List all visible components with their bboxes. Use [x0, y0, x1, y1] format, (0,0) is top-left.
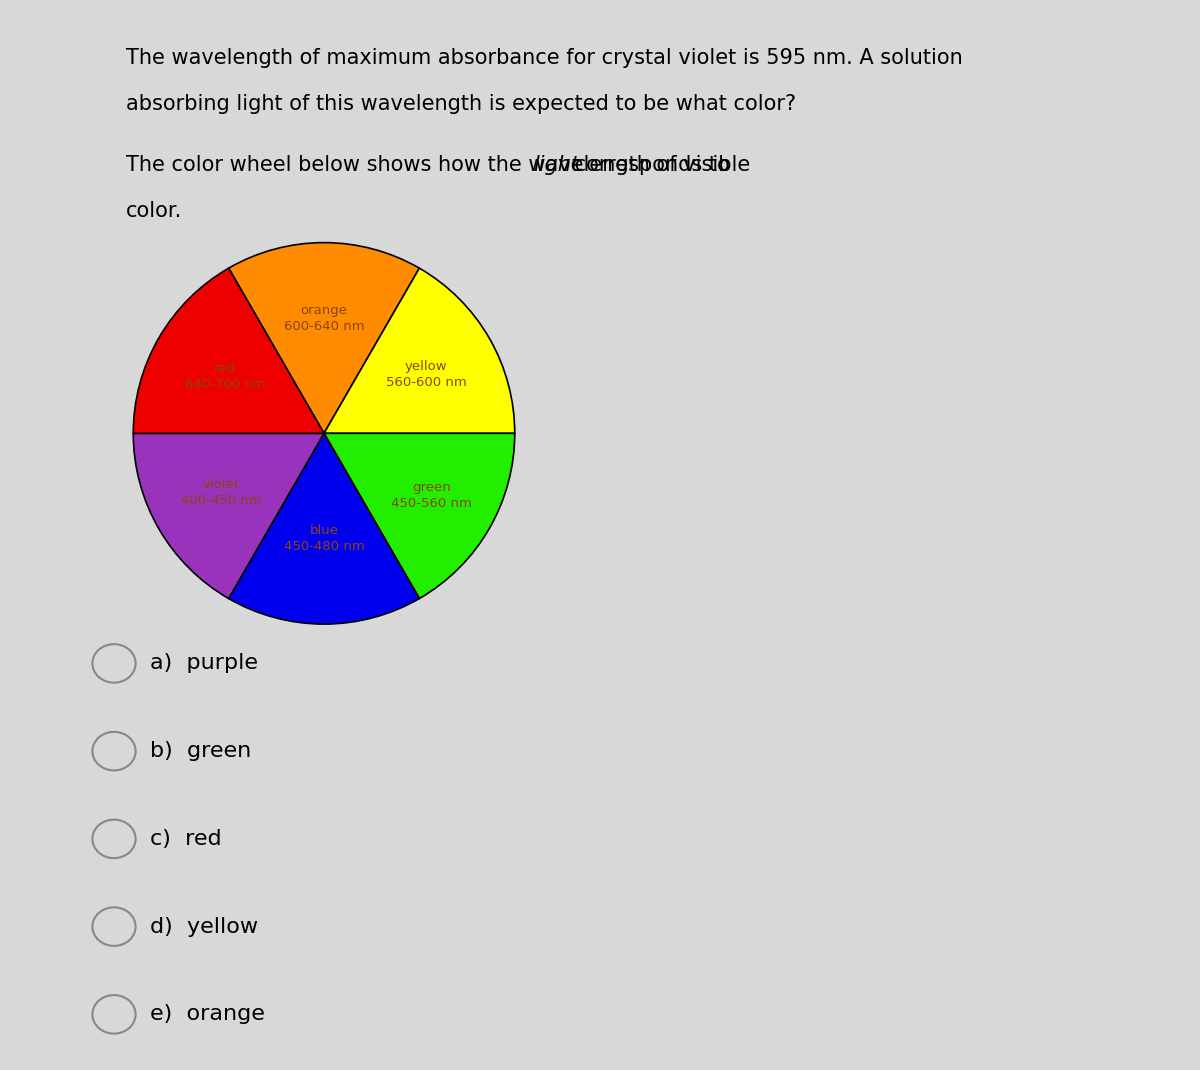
- Wedge shape: [133, 269, 324, 433]
- Text: d)  yellow: d) yellow: [150, 917, 258, 936]
- Text: a)  purple: a) purple: [150, 654, 258, 673]
- Text: orange
600-640 nm: orange 600-640 nm: [283, 304, 365, 334]
- Text: light: light: [533, 155, 580, 175]
- Text: e)  orange: e) orange: [150, 1005, 265, 1024]
- Wedge shape: [229, 433, 419, 624]
- Text: corresponds to: corresponds to: [569, 155, 730, 175]
- Text: violet
400-450 nm: violet 400-450 nm: [181, 478, 262, 507]
- Text: absorbing light of this wavelength is expected to be what color?: absorbing light of this wavelength is ex…: [126, 94, 796, 114]
- Wedge shape: [229, 243, 419, 433]
- Wedge shape: [324, 433, 515, 598]
- Text: red
640-700 nm: red 640-700 nm: [185, 362, 265, 391]
- Wedge shape: [324, 269, 515, 433]
- Text: b)  green: b) green: [150, 742, 251, 761]
- Text: The color wheel below shows how the wavelength of visible: The color wheel below shows how the wave…: [126, 155, 757, 175]
- Text: c)  red: c) red: [150, 829, 222, 849]
- Text: The wavelength of maximum absorbance for crystal violet is 595 nm. A solution: The wavelength of maximum absorbance for…: [126, 48, 962, 68]
- Text: blue
450-480 nm: blue 450-480 nm: [283, 523, 365, 553]
- Text: color.: color.: [126, 201, 182, 221]
- Text: yellow
560-600 nm: yellow 560-600 nm: [386, 360, 467, 388]
- Wedge shape: [133, 433, 324, 598]
- Text: green
450-560 nm: green 450-560 nm: [391, 480, 472, 509]
